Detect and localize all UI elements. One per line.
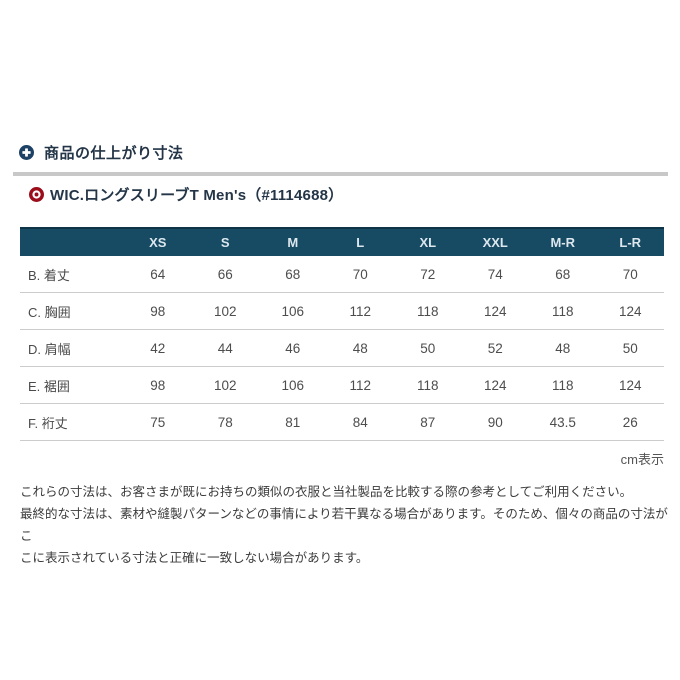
section-title: 商品の仕上がり寸法: [44, 145, 184, 162]
size-value-cell: 50: [394, 329, 462, 367]
size-column-header: M: [259, 227, 327, 256]
table-row: B. 着丈 64 66 68 70 72 74 68 70: [20, 256, 664, 293]
disclaimer-line: これらの寸法は、お客さまが既にお持ちの類似の衣服と当社製品を比較する際の参考とし…: [20, 485, 633, 499]
table-row: E. 裾囲 98 102 106 112 118 124 118 124: [20, 366, 664, 404]
size-value-cell: 78: [191, 403, 259, 441]
measurement-label: D. 肩幅: [20, 329, 124, 367]
disclaimer-line: 最終的な寸法は、素材や縫製パターンなどの事情により若干異なる場合があります。その…: [20, 507, 668, 543]
size-value-cell: 102: [191, 366, 259, 404]
size-value-cell: 112: [326, 366, 394, 404]
size-value-cell: 118: [394, 366, 462, 404]
size-table-header-row: XS S M L XL XXL M-R L-R: [20, 227, 664, 256]
measurement-label: B. 着丈: [20, 256, 124, 293]
disclaimer-text: これらの寸法は、お客さまが既にお持ちの類似の衣服と当社製品を比較する際の参考とし…: [20, 481, 670, 569]
measurement-label: F. 裄丈: [20, 403, 124, 441]
size-value-cell: 26: [596, 403, 664, 441]
size-value-cell: 124: [461, 292, 529, 330]
table-row: C. 胸囲 98 102 106 112 118 124 118 124: [20, 292, 664, 330]
size-value-cell: 48: [529, 329, 597, 367]
size-value-cell: 106: [259, 292, 327, 330]
size-column-header: M-R: [529, 227, 597, 256]
size-value-cell: 75: [124, 403, 192, 441]
size-value-cell: 68: [259, 256, 327, 293]
size-value-cell: 124: [596, 292, 664, 330]
size-value-cell: 118: [529, 366, 597, 404]
size-value-cell: 70: [596, 256, 664, 293]
size-column-header: S: [191, 227, 259, 256]
table-row: D. 肩幅 42 44 46 48 50 52 48 50: [20, 329, 664, 367]
size-value-cell: 102: [191, 292, 259, 330]
section-header: 商品の仕上がり寸法: [19, 144, 680, 162]
size-value-cell: 72: [394, 256, 462, 293]
size-value-cell: 118: [529, 292, 597, 330]
size-column-header: L-R: [596, 227, 664, 256]
size-value-cell: 64: [124, 256, 192, 293]
size-table: XS S M L XL XXL M-R L-R B. 着丈 64 66 68 70 72 74 68 70 C.…: [20, 227, 664, 441]
size-value-cell: 70: [326, 256, 394, 293]
plus-circle-icon: [19, 145, 34, 160]
size-column-header: L: [326, 227, 394, 256]
size-column-header: XS: [124, 227, 192, 256]
size-column-header: XL: [394, 227, 462, 256]
product-title: WIC.ロングスリーブT Men's（#1114688）: [50, 186, 344, 204]
size-column-header: XXL: [461, 227, 529, 256]
measurement-label: C. 胸囲: [20, 292, 124, 330]
size-value-cell: 66: [191, 256, 259, 293]
disclaimer-line: こに表示されている寸法と正確に一致しない場合があります。: [20, 551, 369, 565]
product-header: WIC.ロングスリーブT Men's（#1114688）: [29, 186, 680, 204]
size-value-cell: 112: [326, 292, 394, 330]
size-value-cell: 46: [259, 329, 327, 367]
size-value-cell: 87: [394, 403, 462, 441]
size-value-cell: 118: [394, 292, 462, 330]
size-value-cell: 124: [461, 366, 529, 404]
size-value-cell: 52: [461, 329, 529, 367]
size-value-cell: 98: [124, 292, 192, 330]
size-value-cell: 106: [259, 366, 327, 404]
size-value-cell: 90: [461, 403, 529, 441]
record-circle-icon: [29, 186, 44, 202]
measurement-label: E. 裾囲: [20, 366, 124, 404]
size-value-cell: 42: [124, 329, 192, 367]
size-value-cell: 48: [326, 329, 394, 367]
unit-note: cm表示: [620, 452, 664, 467]
size-value-cell: 98: [124, 366, 192, 404]
size-value-cell: 124: [596, 366, 664, 404]
size-value-cell: 74: [461, 256, 529, 293]
size-table-body: B. 着丈 64 66 68 70 72 74 68 70 C. 胸囲 98 102 106 112 118…: [20, 256, 664, 441]
size-value-cell: 43.5: [529, 403, 597, 441]
size-value-cell: 68: [529, 256, 597, 293]
section-divider: [13, 172, 668, 176]
size-value-cell: 81: [259, 403, 327, 441]
table-row: F. 裄丈 75 78 81 84 87 90 43.5 26: [20, 403, 664, 441]
size-value-cell: 50: [596, 329, 664, 367]
size-value-cell: 84: [326, 403, 394, 441]
size-value-cell: 44: [191, 329, 259, 367]
corner-cell: [20, 227, 124, 256]
